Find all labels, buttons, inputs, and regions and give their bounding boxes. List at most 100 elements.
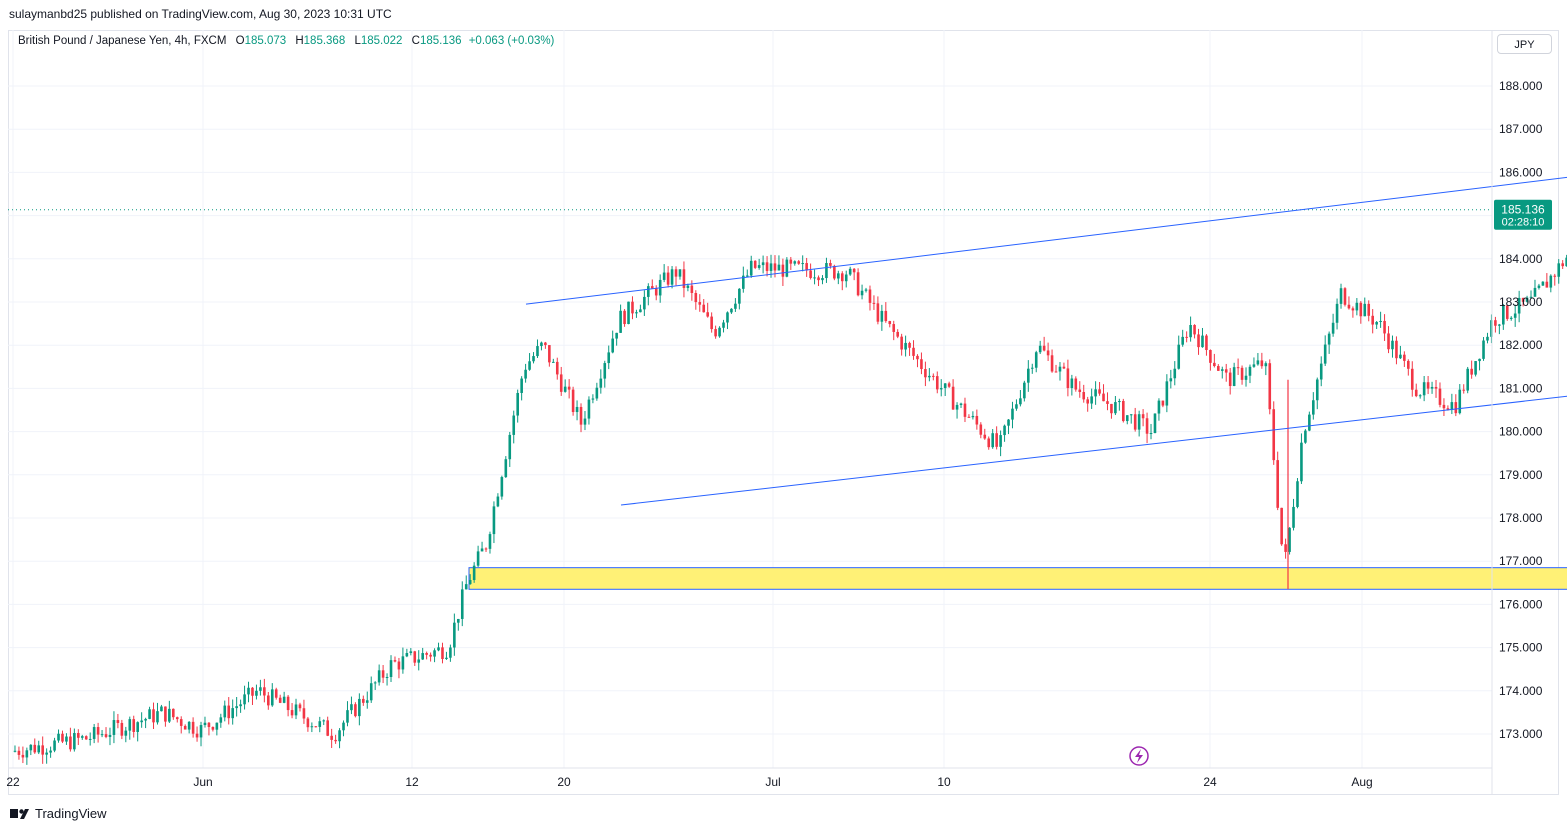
candle-body — [872, 302, 876, 304]
candle-body — [1185, 336, 1188, 338]
tradingview-brand[interactable]: TradingView — [35, 806, 107, 821]
candle-body — [1007, 419, 1010, 426]
candle-body — [1023, 382, 1026, 399]
y-tick-label: 178.000 — [1499, 511, 1543, 525]
candle-body — [227, 705, 231, 719]
candle-body — [37, 745, 41, 753]
candle-body — [219, 717, 223, 723]
candle-body — [540, 342, 543, 347]
candle-body — [251, 687, 254, 696]
candle-body — [559, 374, 563, 392]
candle-body — [417, 659, 421, 663]
candle-body — [1533, 287, 1537, 297]
candle-body — [1474, 361, 1477, 375]
candle-body — [1019, 398, 1022, 405]
candle-body — [1296, 481, 1299, 507]
candle-body — [1106, 401, 1109, 404]
candle-body — [354, 704, 357, 717]
candle-body — [1561, 263, 1564, 267]
candle-body — [504, 459, 508, 478]
high-value: 185.368 — [303, 35, 346, 47]
candle-body — [116, 720, 120, 723]
candle-body — [742, 275, 745, 289]
candle-body — [433, 650, 436, 657]
candle-body — [148, 709, 151, 719]
chart-frame[interactable] — [8, 30, 1559, 795]
candle-body — [971, 415, 975, 418]
candle-body — [840, 273, 844, 282]
candle-body — [1201, 335, 1204, 348]
candle-body — [310, 726, 314, 728]
candle-body — [947, 383, 951, 387]
candle-body — [1355, 302, 1359, 311]
currency-button[interactable]: JPY — [1497, 34, 1552, 54]
candle-body — [1062, 366, 1066, 369]
low-label: L — [354, 35, 361, 47]
candle-body — [1410, 368, 1414, 390]
candle-body — [1403, 354, 1406, 361]
trend-drawings — [525, 176, 1567, 506]
candle-body — [298, 704, 302, 709]
candle-body — [108, 734, 112, 737]
candle-body — [96, 727, 100, 735]
candle-body — [385, 676, 389, 678]
candle-body — [203, 722, 207, 726]
candle-body — [1197, 334, 1200, 348]
x-tick-label: 10 — [937, 775, 951, 789]
candle-body — [207, 722, 211, 728]
candle-body — [49, 750, 52, 753]
candle-body — [848, 268, 852, 275]
candle-body — [1288, 527, 1291, 552]
candle-body — [389, 660, 393, 677]
candle-body — [825, 263, 828, 279]
candle-body — [100, 734, 104, 736]
candle-body — [1102, 393, 1105, 402]
candle-body — [844, 274, 848, 282]
tradingview-logo-icon[interactable] — [10, 807, 30, 821]
candle-body — [1323, 344, 1327, 364]
price-tag-bg — [1494, 199, 1552, 230]
candle-body — [1478, 358, 1481, 362]
candle-body — [13, 750, 17, 752]
candle-body — [1407, 360, 1410, 369]
candle-body — [274, 689, 278, 698]
candle-body — [425, 653, 428, 655]
candles — [13, 254, 1567, 765]
candle-body — [223, 705, 227, 718]
candle-body — [1553, 275, 1557, 277]
candle-body — [286, 696, 290, 711]
candle-body — [611, 338, 614, 353]
x-tick-label: Jun — [193, 775, 212, 789]
candle-body — [350, 704, 353, 711]
y-tick-label: 180.000 — [1499, 425, 1543, 439]
candle-body — [1284, 544, 1287, 552]
candle-body — [175, 717, 179, 720]
candle-body — [860, 290, 864, 296]
candle-body — [41, 745, 44, 755]
candle-body — [809, 270, 812, 278]
candle-body — [1157, 400, 1161, 414]
y-tick-label: 182.000 — [1499, 338, 1543, 352]
candle-body — [817, 277, 820, 281]
candle-body — [80, 736, 84, 738]
candle-body — [1276, 460, 1279, 508]
candle-body — [662, 272, 666, 280]
candle-body — [453, 622, 456, 648]
candle-body — [1181, 336, 1184, 345]
candle-body — [563, 386, 567, 392]
candle-body — [579, 406, 583, 425]
candle-body — [516, 392, 519, 416]
candle-body — [1312, 400, 1315, 415]
candle-body — [346, 710, 349, 723]
candle-body — [1232, 367, 1236, 387]
candle-body — [1379, 320, 1382, 323]
candle-body — [1387, 333, 1390, 350]
candle-body — [829, 263, 832, 266]
candle-body — [1260, 360, 1264, 367]
candle-body — [785, 259, 789, 277]
candle-body — [607, 352, 611, 364]
candle-body — [876, 303, 880, 322]
candle-body — [1272, 409, 1276, 461]
